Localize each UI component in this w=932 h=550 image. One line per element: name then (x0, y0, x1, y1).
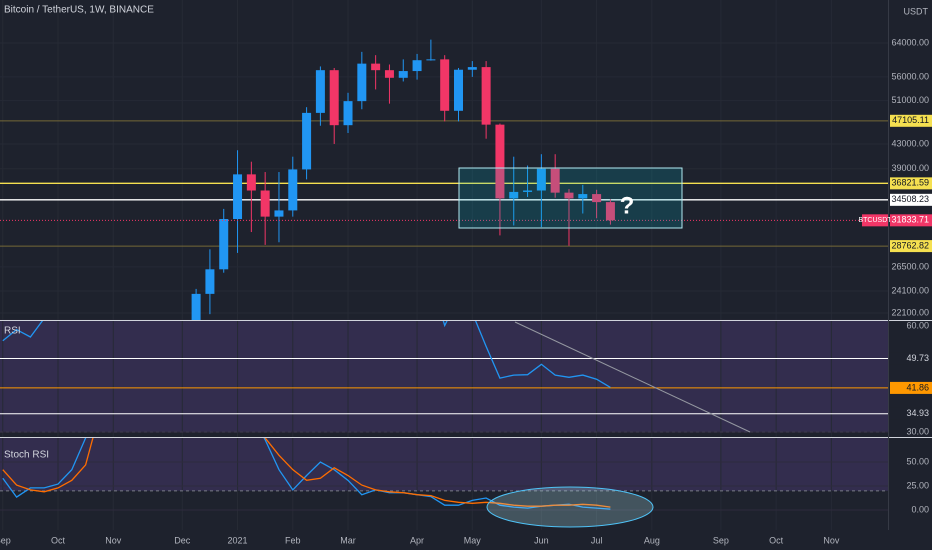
level-label-bg (890, 240, 932, 253)
indicator-line (2, 438, 611, 508)
candle-body (343, 101, 353, 126)
level-label: 47105.11 (892, 115, 929, 125)
y-tick-label: 24100.00 (891, 285, 929, 295)
level-label: 36821.59 (891, 178, 929, 188)
candle-body (233, 174, 243, 220)
x-tick-label: Mar (340, 535, 356, 545)
candle-body (315, 70, 325, 113)
candle-body (592, 194, 602, 203)
level-label-bg (890, 381, 932, 394)
x-tick-label: Oct (51, 535, 66, 545)
candle-body (398, 71, 408, 78)
y-tick-label: 39000.00 (891, 163, 929, 173)
candle-body (371, 63, 381, 71)
level-label: 31833.71 (891, 215, 929, 225)
question-annotation: ? (620, 192, 635, 219)
level-label-bg (890, 352, 932, 365)
currency-label: USDT (904, 6, 929, 16)
level-label: 41.86 (906, 382, 929, 392)
x-tick-label: Aug (644, 535, 660, 545)
level-label-bg (890, 177, 932, 190)
x-tick-label: Nov (105, 535, 122, 545)
stoch-title: Stoch RSI (4, 450, 49, 461)
indicator-band (0, 321, 888, 433)
x-tick-label: Sep (0, 535, 11, 545)
indicator-lines (2, 321, 611, 388)
x-tick-label: 2021 (228, 535, 248, 545)
candle-body (536, 168, 546, 191)
candle-body (205, 269, 215, 294)
level-label: 34.93 (906, 408, 929, 418)
candle-body (191, 293, 201, 320)
symbol-label: BTCUSDT (858, 217, 892, 224)
level-label-bg (890, 407, 932, 420)
x-tick-label: Apr (410, 535, 424, 545)
candle-body (219, 219, 229, 270)
range-box (458, 167, 683, 229)
chart-title: Bitcoin / TetherUS, 1W, BINANCE (4, 5, 154, 16)
candle-body (357, 63, 367, 102)
y-tick-label: 64000.00 (891, 37, 929, 47)
candles (191, 39, 615, 320)
level-label-bg (890, 214, 932, 227)
x-tick-label: May (464, 535, 482, 545)
candle-body (329, 70, 339, 126)
candle-body (550, 168, 560, 193)
candle-body (509, 191, 519, 199)
y-tick-label: 51000.00 (891, 95, 929, 105)
y-tick-label: 25.00 (906, 480, 929, 490)
level-label-bg (890, 114, 932, 127)
candle-body (454, 69, 464, 111)
y-tick-label: 0.00 (911, 504, 929, 514)
candle-body (260, 190, 270, 217)
candle-body (246, 174, 256, 191)
candle-body (288, 169, 298, 211)
x-tick-label: Sep (713, 535, 729, 545)
candle-body (495, 124, 505, 199)
indicator-line (2, 438, 611, 510)
candle-body (440, 59, 450, 111)
level-label-bg (890, 193, 932, 206)
y-tick-label: 56000.00 (891, 71, 929, 81)
y-tick-label: 30.00 (906, 426, 929, 436)
y-tick-label: 26500.00 (891, 261, 929, 271)
indicator-lines (2, 438, 611, 510)
rsi-trendline (514, 321, 751, 433)
indicator-band (0, 438, 888, 491)
candle-body (605, 202, 615, 221)
rsi-title: RSI (4, 326, 21, 337)
candle-body (412, 60, 422, 72)
x-tick-label: Jul (591, 535, 603, 545)
level-label: 49.73 (906, 353, 929, 363)
y-tick-label: 60.00 (906, 320, 929, 330)
candle-body (467, 67, 477, 70)
candle-body (564, 192, 574, 199)
x-tick-label: Jun (534, 535, 549, 545)
x-tick-label: Dec (174, 535, 191, 545)
stoch-ellipse (486, 486, 654, 528)
x-tick-label: Oct (769, 535, 784, 545)
x-tick-label: Feb (285, 535, 301, 545)
indicator-line (2, 321, 611, 388)
level-label: 34508.23 (891, 194, 929, 204)
candle-body (481, 67, 491, 125)
candle-body (426, 59, 436, 61)
candle-body (523, 190, 533, 192)
y-tick-label: 50.00 (906, 456, 929, 466)
y-tick-label: 22100.00 (891, 307, 929, 317)
candle-body (274, 210, 284, 217)
symbol-label-bg (862, 214, 888, 227)
level-label: 28762.82 (891, 240, 929, 250)
y-tick-label: 43000.00 (891, 138, 929, 148)
x-tick-label: Nov (823, 535, 840, 545)
candle-body (384, 70, 394, 78)
candle-body (302, 112, 312, 170)
candle-body (578, 194, 588, 199)
